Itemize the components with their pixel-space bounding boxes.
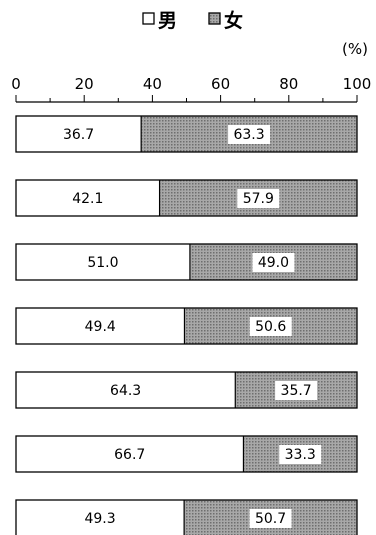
bar-row: 42.1 57.9 xyxy=(15,179,358,217)
bar-label-female: 35.7 xyxy=(281,383,312,399)
bar-outline xyxy=(15,371,358,409)
x-tick-label: 60 xyxy=(211,75,230,93)
bar-label-female-bg xyxy=(237,189,280,208)
bar-segment-male xyxy=(16,436,244,472)
bar-outline xyxy=(15,179,358,217)
bar-row: 49.3 50.7 xyxy=(15,499,358,535)
bar-label-male: 49.4 xyxy=(85,319,116,335)
bar-label-female: 49.0 xyxy=(258,255,289,271)
bar-label-female-bg xyxy=(275,381,318,400)
legend-label-female: 女 xyxy=(224,9,243,32)
legend: 男 女 xyxy=(142,9,243,32)
x-tick-label: 0 xyxy=(11,75,21,93)
bar-label-female-bg xyxy=(228,125,271,144)
bar-outline xyxy=(15,307,358,345)
bar-label-female-bg xyxy=(252,253,295,272)
bar-label-male: 51.0 xyxy=(87,255,118,271)
bar-row: 49.4 50.6 xyxy=(15,307,358,345)
bar-row: 64.3 35.7 xyxy=(15,371,358,409)
legend-label-male: 男 xyxy=(158,10,177,32)
bar-label-male: 49.3 xyxy=(84,511,115,527)
legend-swatch-female xyxy=(208,12,221,25)
bar-row: 66.7 33.3 xyxy=(15,435,358,473)
bar-segment-male xyxy=(16,372,236,408)
bar-row: 36.7 63.3 xyxy=(15,115,358,153)
bar-segment-male xyxy=(16,116,142,152)
bar-label-female: 63.3 xyxy=(233,127,264,143)
bar-outline xyxy=(15,499,358,535)
bar-label-female: 50.6 xyxy=(255,319,286,335)
bar-row: 51.0 49.0 xyxy=(15,243,358,281)
unit-label: (%) xyxy=(342,40,368,58)
legend-swatch-male xyxy=(142,12,155,25)
bars: 36.7 63.3 42.1 57.9 51.0 49.0 49.4 50.6 64.3 35.7… xyxy=(15,115,358,535)
x-tick-label: 20 xyxy=(75,75,94,93)
bar-outline xyxy=(15,243,358,281)
bar-segment-male xyxy=(16,500,185,535)
bar-label-male: 36.7 xyxy=(63,127,94,143)
bar-label-female-bg xyxy=(249,317,292,336)
bar-segment-male xyxy=(16,180,160,216)
bar-label-female: 50.7 xyxy=(255,511,286,527)
bar-label-male: 64.3 xyxy=(110,383,141,399)
bar-label-female-bg xyxy=(249,509,292,528)
x-tick-label: 40 xyxy=(143,75,162,93)
bar-label-male: 42.1 xyxy=(72,191,103,207)
bar-label-female: 57.9 xyxy=(243,191,274,207)
x-tick-label: 100 xyxy=(343,75,372,93)
bar-segment-male xyxy=(16,244,190,280)
bar-label-male: 66.7 xyxy=(114,447,145,463)
x-axis: 0 20 40 60 80 100 xyxy=(11,75,372,103)
bar-label-female: 33.3 xyxy=(285,447,316,463)
x-tick-label: 80 xyxy=(279,75,298,93)
bar-outline xyxy=(15,435,358,473)
bar-segment-male xyxy=(16,308,185,344)
bar-label-female-bg xyxy=(279,445,322,464)
bar-outline xyxy=(15,115,358,153)
